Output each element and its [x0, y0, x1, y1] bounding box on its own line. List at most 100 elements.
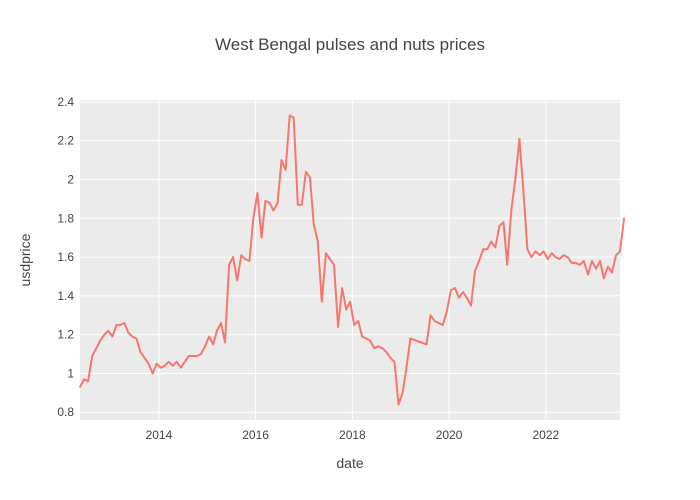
price-data-point [458, 297, 460, 299]
price-data-point [474, 269, 476, 272]
price-data-point [433, 320, 436, 322]
price-data-point [365, 337, 368, 340]
price-data-point [611, 271, 613, 274]
price-data-point [244, 258, 247, 260]
price-data-point [570, 262, 573, 264]
price-data-point [583, 260, 585, 262]
price-data-point [192, 355, 194, 357]
price-data-point [566, 256, 569, 258]
price-data-point [240, 254, 243, 256]
y-axis-ticks: 0.8 1 1.2 1.4 1.6 1.8 2 2.2 2.4 [57, 95, 74, 419]
price-data-point [99, 339, 102, 342]
y-tick-label: 1.4 [57, 289, 74, 303]
x-tick-label: 2014 [146, 428, 173, 442]
price-data-point [91, 355, 93, 357]
price-data-point [123, 322, 126, 324]
price-data-point [405, 364, 408, 367]
y-tick-label: 1 [67, 366, 74, 380]
price-data-point [381, 347, 384, 350]
price-data-point [389, 357, 392, 359]
price-data-point [462, 291, 464, 293]
price-data-point [454, 287, 456, 289]
price-data-point [442, 324, 444, 326]
price-data-point [321, 300, 323, 303]
price-data-point [301, 203, 303, 206]
price-data-point [260, 236, 263, 239]
price-data-point [188, 355, 190, 357]
y-tick-label: 2 [67, 173, 74, 187]
price-data-point [284, 169, 287, 171]
price-data-point [623, 217, 625, 220]
x-tick-label: 2016 [242, 428, 269, 442]
price-data-point [466, 297, 468, 299]
price-data-point [575, 262, 577, 264]
price-data-point [228, 264, 230, 266]
price-data-point [437, 322, 440, 324]
price-data-point [337, 326, 339, 328]
chart-title: West Bengal pulses and nuts prices [215, 35, 485, 54]
x-tick-label: 2018 [339, 428, 366, 442]
price-data-point [470, 304, 472, 307]
price-data-point [551, 252, 553, 254]
price-data-point [196, 355, 198, 357]
price-data-point [160, 366, 162, 369]
price-data-point [167, 361, 170, 363]
y-tick-label: 1.8 [57, 211, 74, 225]
price-data-point [115, 324, 118, 326]
price-data-point [268, 202, 271, 204]
price-data-point [349, 300, 351, 303]
price-data-point [276, 202, 279, 204]
y-axis-title: usdprice [17, 233, 33, 286]
price-data-point [409, 337, 412, 340]
y-tick-label: 1.2 [57, 328, 74, 342]
price-data-point [224, 341, 226, 344]
price-data-point [252, 217, 255, 220]
price-data-point [87, 380, 89, 383]
price-data-point [288, 114, 291, 117]
price-data-point [510, 209, 513, 212]
price-data-point [155, 363, 158, 365]
price-data-point [369, 339, 371, 342]
price-data-point [127, 331, 130, 334]
price-data-point [506, 264, 509, 266]
price-data-point [280, 159, 283, 161]
price-data-point [297, 203, 299, 206]
x-axis-ticks: 2014 2016 2018 2020 2022 [146, 428, 560, 442]
price-data-point [345, 308, 348, 311]
price-data-point [220, 322, 222, 324]
price-data-point [526, 248, 529, 251]
price-data-point [143, 357, 146, 359]
price-data-point [232, 256, 234, 258]
price-data-point [587, 273, 589, 276]
price-data-point [180, 366, 182, 369]
y-tick-label: 2.2 [57, 134, 74, 148]
price-data-point [204, 345, 206, 348]
price-data-point [147, 363, 150, 365]
price-data-point [478, 260, 480, 262]
price-data-point [546, 258, 549, 260]
price-data-point [502, 221, 505, 223]
price-data-point [312, 223, 315, 225]
price-data-point [183, 361, 186, 363]
price-data-point [325, 252, 327, 254]
price-data-point [151, 372, 154, 375]
price-data-point [79, 386, 81, 388]
price-data-point [522, 188, 525, 190]
price-data-point [514, 178, 517, 181]
price-data-point [607, 266, 609, 268]
y-tick-label: 0.8 [57, 405, 74, 419]
price-data-point [401, 392, 404, 394]
price-data-point [139, 351, 142, 353]
price-data-point [554, 256, 557, 258]
x-axis-title: date [336, 455, 363, 471]
price-data-point [534, 250, 537, 253]
price-data-point [373, 347, 376, 350]
price-data-point [292, 116, 295, 119]
price-data-point [333, 264, 335, 266]
price-data-point [591, 260, 593, 262]
price-data-point [111, 335, 114, 338]
price-data-point [450, 289, 452, 291]
y-tick-label: 2.4 [57, 95, 74, 109]
price-data-point [216, 330, 218, 332]
price-data-point [425, 343, 428, 346]
